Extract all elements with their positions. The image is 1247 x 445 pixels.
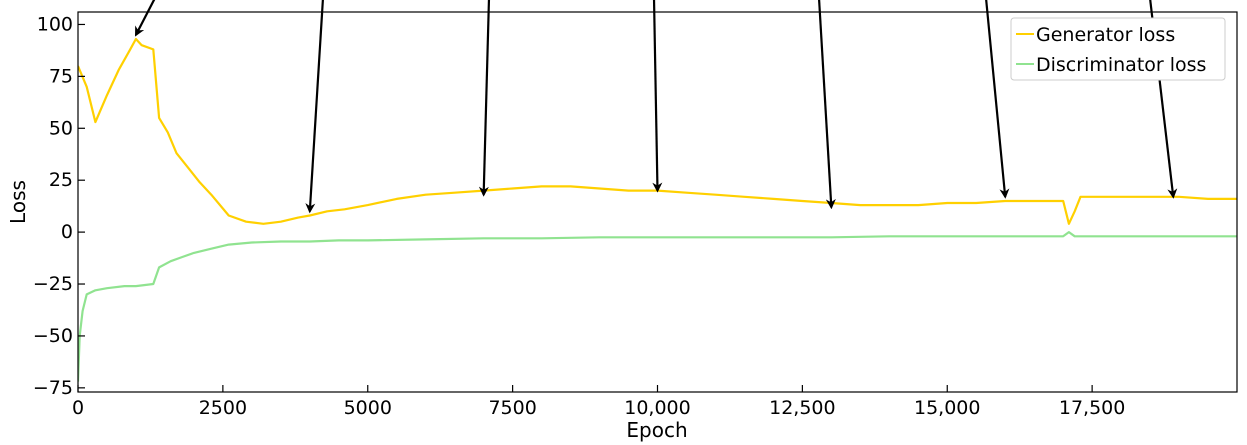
x-tick-label: 5000 xyxy=(344,397,392,419)
x-tick-label: 2500 xyxy=(199,397,247,419)
y-axis-label: Loss xyxy=(6,180,30,224)
x-tick-label: 12,500 xyxy=(769,397,835,419)
y-axis-ticks: 100 75 50 25 0 −25 −50 −75 xyxy=(33,13,85,399)
x-tick-label: 15,000 xyxy=(914,397,980,419)
legend-label-generator: Generator loss xyxy=(1036,24,1175,46)
y-tick-label: −25 xyxy=(33,273,73,295)
legend-box xyxy=(1010,17,1226,81)
y-tick-label: 75 xyxy=(49,65,73,87)
y-tick-label: 0 xyxy=(61,221,73,243)
series-line-generator xyxy=(78,37,1237,225)
y-tick-label: −75 xyxy=(33,377,73,399)
x-tick-label: 7500 xyxy=(488,397,536,419)
series-line-discriminator xyxy=(78,231,1237,382)
annotation-arrow xyxy=(818,0,836,210)
x-axis-label: Epoch xyxy=(626,418,687,442)
annotation-arrow xyxy=(985,0,1010,199)
annotation-arrow xyxy=(134,0,156,37)
y-tick-label: −50 xyxy=(33,325,73,347)
x-tick-label: 0 xyxy=(72,397,84,419)
x-tick-label: 17,500 xyxy=(1059,397,1125,419)
annotation-arrow xyxy=(305,0,324,214)
y-tick-label: 100 xyxy=(37,13,73,35)
x-tick-label: 10,000 xyxy=(624,397,690,419)
y-tick-label: 25 xyxy=(49,169,73,191)
series-layer xyxy=(78,37,1237,382)
legend: Generator loss Discriminator loss xyxy=(1010,17,1226,81)
annotation-arrows xyxy=(134,0,1178,214)
legend-label-discriminator: Discriminator loss xyxy=(1036,54,1206,76)
x-axis-ticks: 0 2500 5000 7500 10,000 12,500 15,000 17,500 xyxy=(72,385,1125,419)
annotation-arrow xyxy=(652,0,663,193)
y-tick-label: 50 xyxy=(49,117,73,139)
annotation-arrow xyxy=(478,0,491,197)
